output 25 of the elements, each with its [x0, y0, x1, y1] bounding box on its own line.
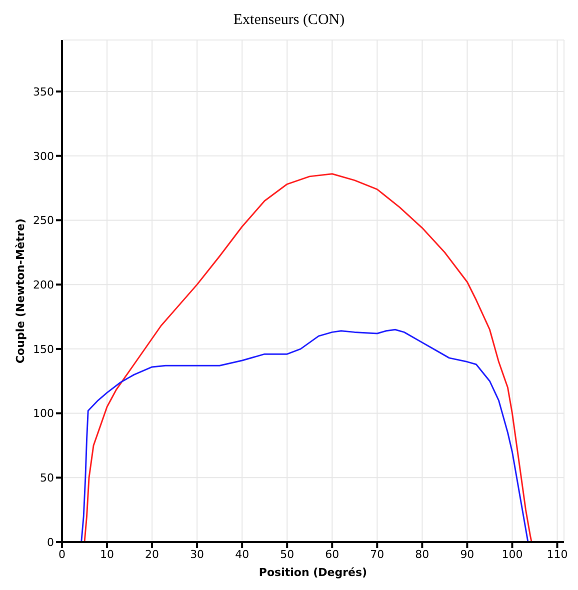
line-series [84, 173, 532, 542]
y-tick-label: 50 [40, 472, 54, 485]
chart-title: Extenseurs (CON) [232, 11, 346, 30]
line-series [80, 328, 529, 542]
x-tick-label: 0 [58, 548, 66, 561]
y-tick-label: 150 [33, 342, 54, 356]
x-tick-label: 80 [415, 548, 430, 561]
y-tick-label: 100 [33, 407, 54, 420]
y-axis-title: Couple (Newton-Mètre) [14, 218, 27, 364]
x-tick-label: 10 [100, 548, 114, 561]
x-tick-label: 20 [145, 548, 160, 561]
y-tick-label: 250 [33, 214, 54, 228]
x-tick-label: 110 [546, 548, 568, 561]
x-tick-label: 90 [460, 548, 474, 561]
x-tick-label: 70 [370, 548, 384, 561]
y-tick-label: 300 [33, 150, 54, 163]
x-tick-label: 40 [235, 548, 250, 561]
x-tick-label: 60 [325, 548, 340, 561]
y-tick-label: 200 [33, 278, 54, 292]
x-tick-label: 100 [502, 548, 523, 561]
x-tick-label: 50 [280, 548, 294, 561]
x-tick-label: 30 [190, 548, 204, 561]
y-tick-label: 350 [33, 85, 54, 98]
y-tick-label: 0 [47, 536, 54, 549]
x-axis-title: Position (Degrés) [258, 566, 368, 579]
